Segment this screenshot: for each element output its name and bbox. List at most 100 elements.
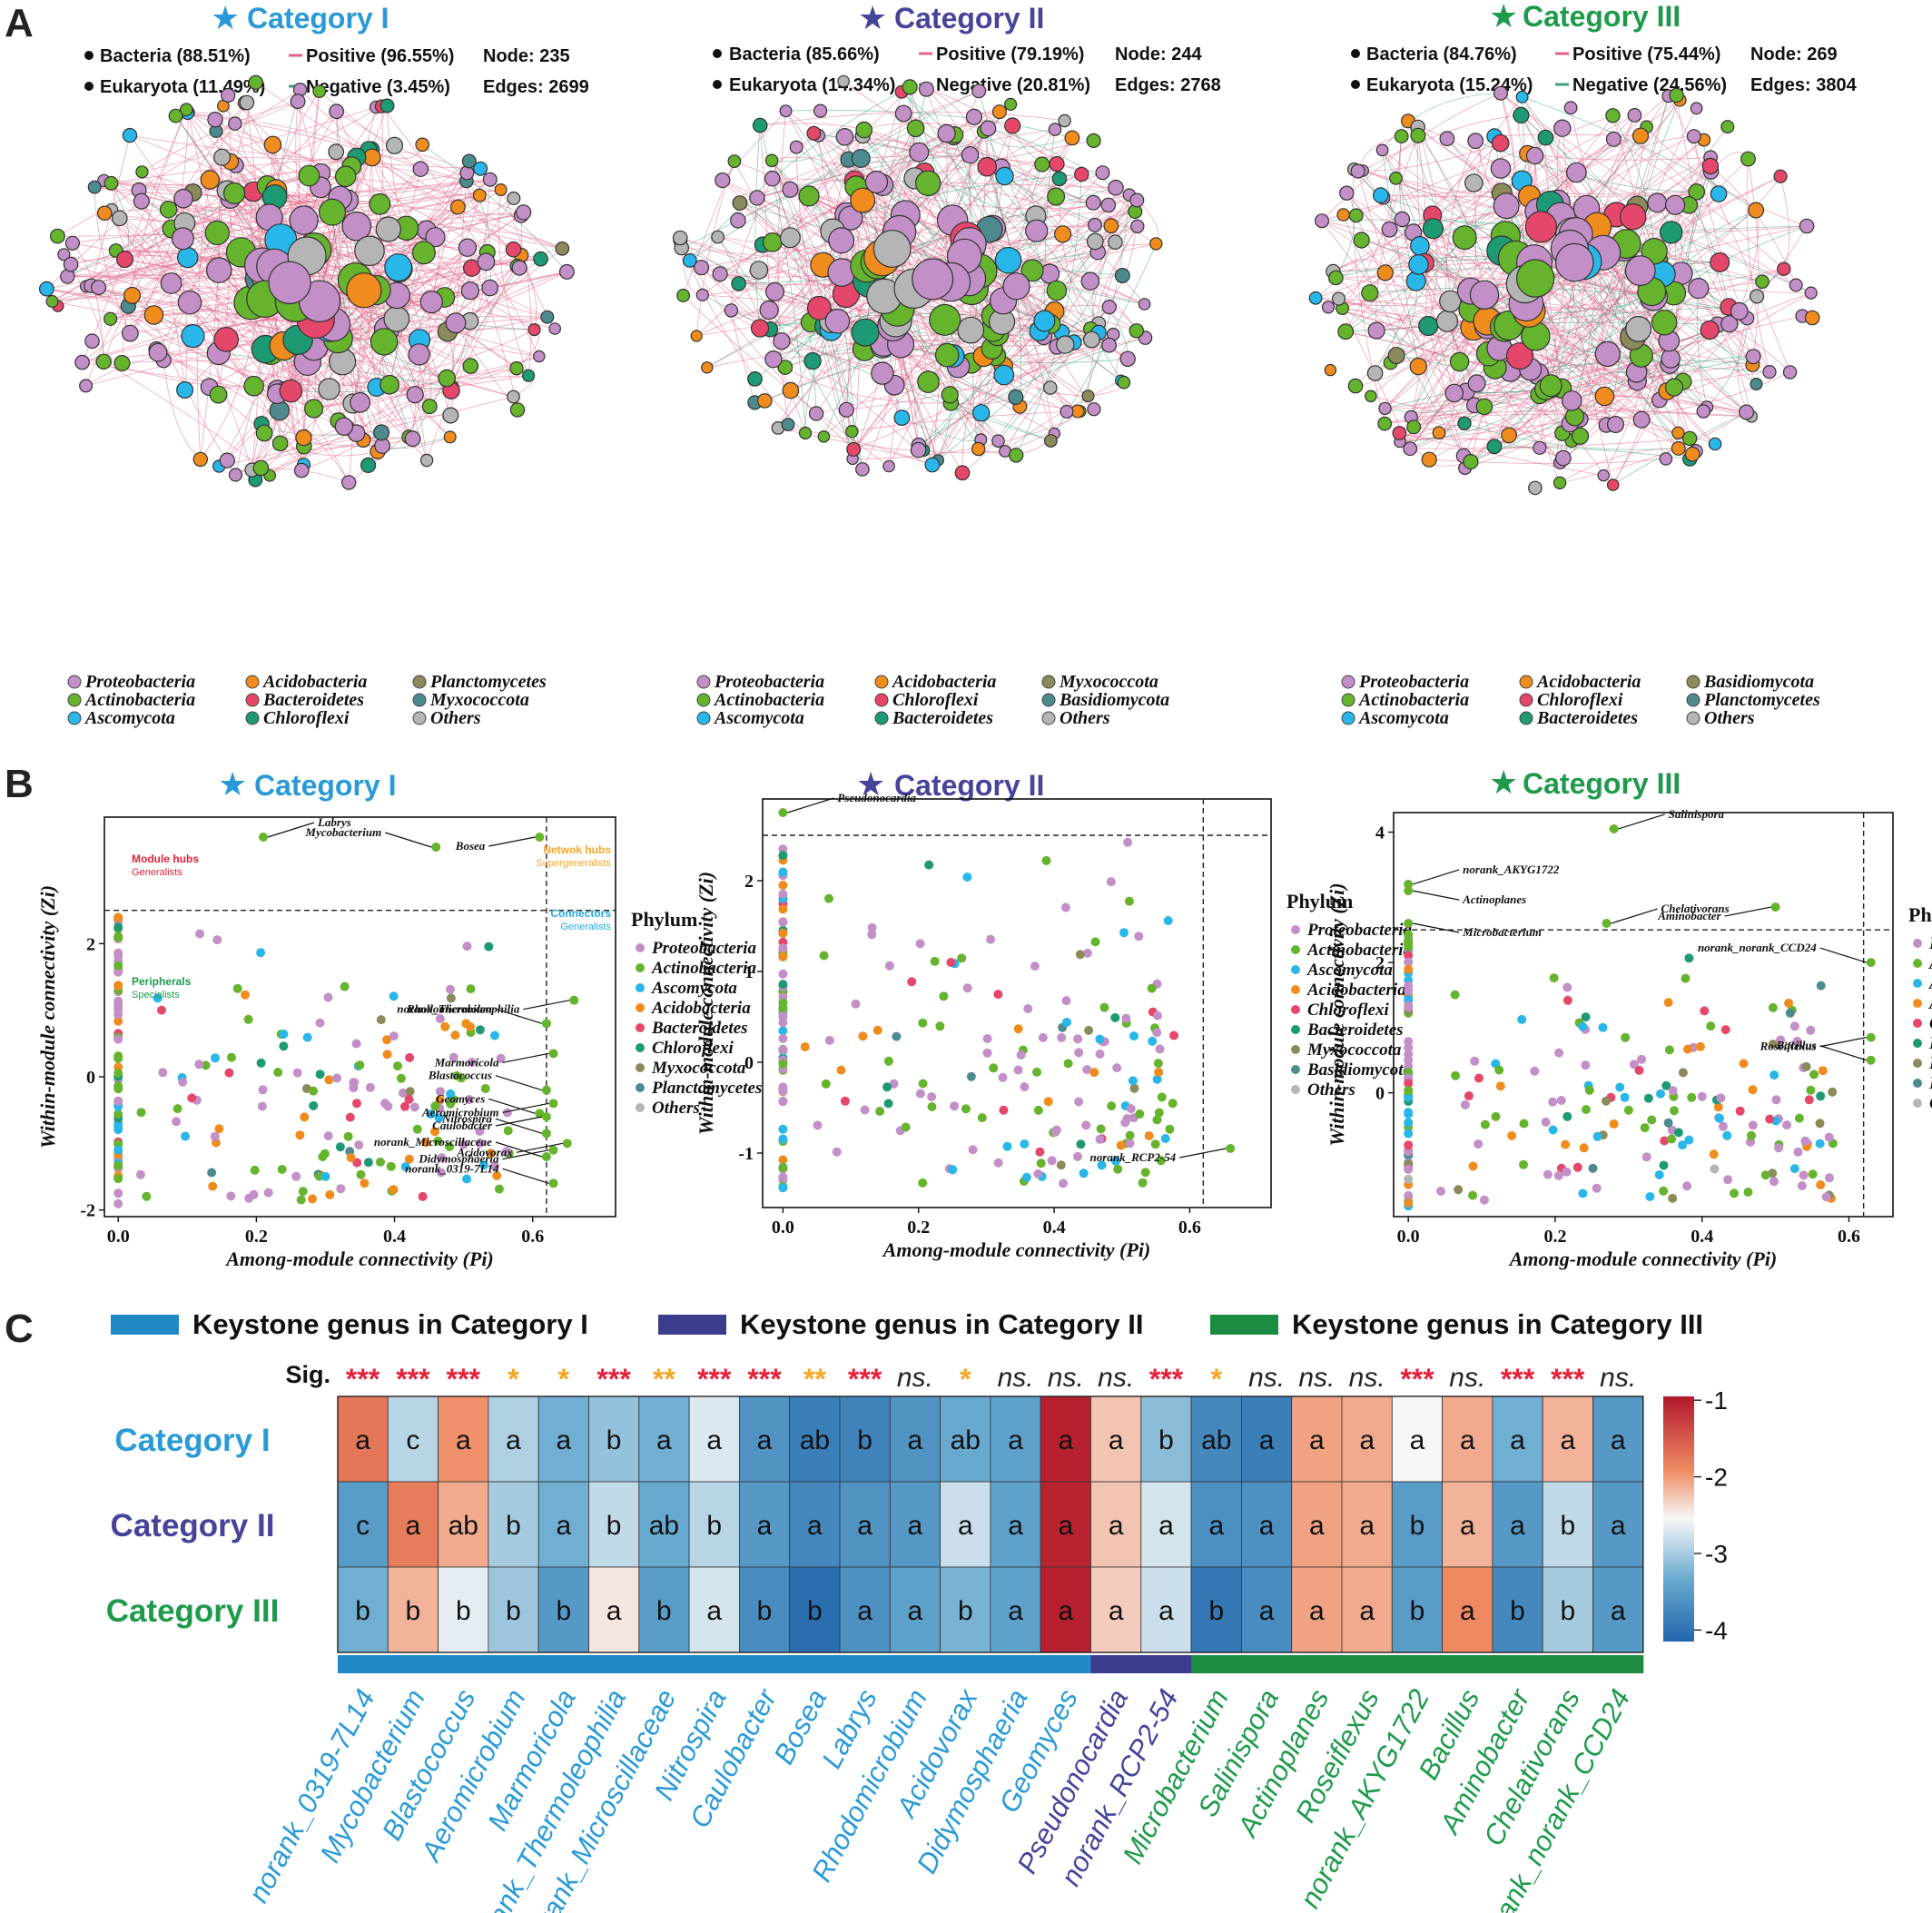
annotation-arrow bbox=[502, 1052, 549, 1063]
scatter-point bbox=[1404, 1037, 1414, 1047]
network-node bbox=[1439, 290, 1462, 313]
heatmap-cell-letter: a bbox=[355, 1425, 370, 1455]
scatter-point bbox=[496, 1053, 506, 1063]
heatmap-cell bbox=[1190, 1566, 1242, 1653]
scatter-point bbox=[1789, 1021, 1799, 1031]
network-node bbox=[181, 324, 205, 349]
network-node bbox=[1513, 106, 1530, 124]
network-node bbox=[1491, 133, 1510, 153]
group-bar-segment bbox=[1543, 1655, 1593, 1673]
y-tick-label: 0 bbox=[744, 1053, 754, 1073]
heatmap-cell-letter: b bbox=[1208, 1596, 1224, 1626]
network-edge bbox=[295, 101, 320, 301]
network-node bbox=[375, 216, 401, 242]
scatter-point bbox=[113, 912, 123, 922]
y-tick-label: 1 bbox=[744, 962, 754, 982]
network-node bbox=[1034, 156, 1050, 173]
network-node bbox=[1129, 323, 1145, 339]
heatmap-cell-letter: b bbox=[1410, 1596, 1425, 1626]
heatmap-cell bbox=[1592, 1395, 1644, 1483]
annotation-arrow bbox=[495, 1008, 543, 1024]
network-legend-bacteroidetes-swatch bbox=[1519, 711, 1533, 725]
scatter-point bbox=[1116, 1140, 1126, 1150]
network-node bbox=[1353, 232, 1370, 249]
annotation-label-norank-thermoleophilia: norank_Thermoleophilia bbox=[397, 1002, 520, 1016]
scatter-point bbox=[882, 1082, 892, 1092]
scatter-point bbox=[778, 1045, 788, 1055]
network-node bbox=[1684, 446, 1700, 462]
annotation-arrow bbox=[1819, 1045, 1867, 1061]
scatter-point bbox=[1667, 1134, 1677, 1144]
scatter-point bbox=[1404, 1174, 1414, 1184]
heatmap-cell-letter: a bbox=[606, 1596, 622, 1626]
network-node bbox=[1627, 107, 1642, 123]
scatter-point bbox=[1075, 950, 1085, 960]
colorbar-tick-label: -4 bbox=[1705, 1616, 1728, 1644]
phylum-legend-ascomycota-swatch bbox=[1291, 965, 1300, 974]
network-edge bbox=[1676, 94, 1757, 385]
network-edge bbox=[683, 295, 890, 467]
network-edge bbox=[1382, 150, 1562, 390]
network-edge bbox=[937, 323, 1051, 461]
annotation-label-bosea: Bosea bbox=[455, 839, 486, 853]
network-node bbox=[798, 185, 820, 207]
sig-mark-norank-norank-ccd24: ns. bbox=[1600, 1363, 1636, 1393]
network-node bbox=[415, 137, 429, 153]
network-edge bbox=[1613, 138, 1697, 192]
scatter-point bbox=[778, 1124, 788, 1134]
network-edge bbox=[498, 189, 529, 376]
network-edge bbox=[1382, 150, 1419, 367]
scatter-point bbox=[315, 1018, 325, 1028]
heatmap-cell-letter: b bbox=[506, 1596, 521, 1626]
heatmap-cell bbox=[537, 1395, 589, 1483]
network-node bbox=[1606, 416, 1624, 434]
network-2-negative: Negative (20.81%) bbox=[936, 75, 1090, 95]
heatmap-cell bbox=[1140, 1566, 1192, 1653]
scatter-point bbox=[430, 1101, 440, 1111]
network-legend-bacteroidetes: Bacteroidetes bbox=[892, 708, 993, 728]
network-node bbox=[113, 355, 131, 372]
network-legend-proteobacteria: Proteobacteria bbox=[714, 672, 824, 692]
network-legend-myxococcota: Myxococcota bbox=[429, 690, 529, 710]
phylum-legend-proteobacteria-swatch bbox=[1291, 925, 1300, 934]
network-node bbox=[228, 468, 243, 482]
network-edge bbox=[923, 173, 1096, 242]
scatter-point bbox=[1678, 1140, 1688, 1150]
network-edge bbox=[103, 360, 261, 468]
heatmap-cell-letter: a bbox=[1460, 1425, 1475, 1455]
network-node bbox=[1525, 146, 1544, 165]
network-legend-planctomycetes-swatch bbox=[412, 675, 427, 689]
scatter-point bbox=[993, 990, 1003, 1000]
network-2-star-icon: ★ bbox=[858, 0, 887, 36]
heatmap-cell bbox=[739, 1481, 791, 1568]
network-edge bbox=[1576, 135, 1694, 173]
network-node bbox=[84, 333, 100, 349]
zipi-1-title: Category I bbox=[254, 769, 396, 802]
network-node bbox=[91, 280, 107, 296]
scatter-point bbox=[1074, 1048, 1084, 1058]
network-3-eukaryota-bullet-icon bbox=[1351, 80, 1360, 89]
scatter-point bbox=[1647, 1115, 1657, 1125]
heatmap-cell-letter: b bbox=[1510, 1596, 1525, 1626]
network-node bbox=[782, 381, 800, 399]
network-node bbox=[1421, 451, 1437, 468]
scatter-point bbox=[1450, 990, 1460, 1000]
network-node bbox=[1043, 434, 1058, 448]
scatter-point bbox=[832, 1147, 842, 1157]
annotation-label-aminobacter: Aminobacter bbox=[1657, 909, 1721, 922]
network-edge bbox=[380, 265, 518, 433]
heatmap-cell-letter: b bbox=[406, 1596, 421, 1626]
network-node bbox=[1539, 374, 1562, 398]
network-edge bbox=[1004, 175, 1091, 281]
network-node bbox=[954, 465, 971, 481]
scatter-point bbox=[1033, 1105, 1043, 1115]
network-edge bbox=[57, 89, 301, 237]
network-node bbox=[123, 286, 142, 304]
scatter-point bbox=[1816, 981, 1826, 991]
network-node bbox=[458, 238, 478, 257]
scatter-point bbox=[1470, 1056, 1480, 1066]
scatter-point bbox=[1057, 1032, 1067, 1042]
scatter-point bbox=[1163, 916, 1173, 925]
scatter-point bbox=[1152, 1115, 1162, 1125]
network-edge bbox=[276, 190, 522, 216]
